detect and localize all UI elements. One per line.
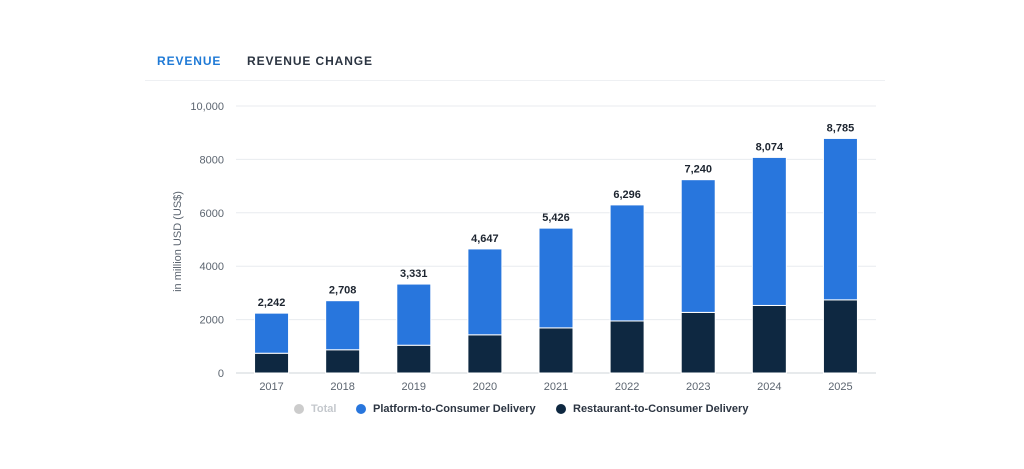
- tab-revenue-change[interactable]: REVENUE CHANGE: [247, 54, 373, 68]
- chart-legend: Total Platform-to-Consumer Delivery Rest…: [0, 403, 1024, 423]
- legend-label: Platform-to-Consumer Delivery: [373, 403, 536, 415]
- y-tick-label: 2000: [200, 315, 224, 327]
- bar-total-label: 8,785: [827, 122, 855, 134]
- y-axis-title: in million USD (US$): [172, 191, 184, 292]
- bar-restaurant-to-consumer: [254, 352, 290, 374]
- bar-platform-to-consumer: [680, 179, 716, 313]
- bar-total-label: 2,242: [258, 297, 286, 309]
- legend-item-restaurant-to-consumer[interactable]: Restaurant-to-Consumer Delivery: [556, 403, 748, 415]
- legend-item-platform-to-consumer[interactable]: Platform-to-Consumer Delivery: [356, 403, 536, 415]
- legend-item-total[interactable]: Total: [294, 403, 336, 415]
- x-tick-label: 2017: [259, 381, 283, 393]
- bar-platform-to-consumer: [538, 227, 574, 329]
- y-tick-label: 8000: [200, 154, 224, 166]
- bar-restaurant-to-consumer: [538, 327, 574, 374]
- tab-revenue[interactable]: REVENUE: [157, 54, 222, 68]
- bar-platform-to-consumer: [396, 283, 432, 346]
- bar-restaurant-to-consumer: [609, 320, 645, 374]
- bar-total-label: 8,074: [756, 141, 784, 153]
- x-tick-label: 2018: [330, 381, 354, 393]
- x-tick-label: 2019: [402, 381, 426, 393]
- bar-platform-to-consumer: [609, 204, 645, 322]
- bar-platform-to-consumer: [822, 137, 858, 301]
- revenue-chart: 0 2000 4000 6000 8000 10,000 in million USD (U…: [172, 101, 876, 393]
- label-layer: 2,242 2,708 3,331 4,647 5,426 6,296 7,240 8,074…: [258, 122, 854, 309]
- x-tick-label: 2020: [473, 381, 497, 393]
- x-tick-label: 2022: [615, 381, 639, 393]
- bar-restaurant-to-consumer: [751, 304, 787, 374]
- bar-restaurant-to-consumer: [467, 334, 503, 374]
- bar-restaurant-to-consumer: [822, 299, 858, 374]
- bar-total-label: 2,708: [329, 285, 357, 297]
- bar-restaurant-to-consumer: [396, 344, 432, 374]
- bar-total-label: 4,647: [471, 233, 499, 245]
- legend-dot-icon: [356, 404, 366, 414]
- legend-dot-icon: [294, 404, 304, 414]
- bar-total-label: 3,331: [400, 268, 428, 280]
- bar-restaurant-to-consumer: [680, 311, 716, 374]
- bar-platform-to-consumer: [467, 248, 503, 336]
- bar-total-label: 7,240: [684, 164, 712, 176]
- bar-platform-to-consumer: [325, 300, 361, 351]
- y-tick-label: 10,000: [190, 101, 224, 113]
- y-tick-label: 0: [218, 368, 224, 380]
- y-tick-label: 6000: [200, 208, 224, 220]
- bar-layer: [254, 137, 858, 374]
- x-tick-label: 2021: [544, 381, 568, 393]
- bar-total-label: 5,426: [542, 212, 570, 224]
- bar-total-label: 6,296: [613, 189, 641, 201]
- legend-dot-icon: [556, 404, 566, 414]
- x-tick-label: 2023: [686, 381, 710, 393]
- y-tick-label: 4000: [200, 261, 224, 273]
- bar-platform-to-consumer: [254, 312, 290, 354]
- bar-restaurant-to-consumer: [325, 349, 361, 374]
- bar-platform-to-consumer: [751, 156, 787, 306]
- x-tick-label: 2024: [757, 381, 781, 393]
- legend-label: Restaurant-to-Consumer Delivery: [573, 403, 749, 415]
- x-tick-label: 2025: [828, 381, 852, 393]
- legend-label: Total: [311, 403, 337, 415]
- tab-bar: REVENUE REVENUE CHANGE: [145, 38, 885, 81]
